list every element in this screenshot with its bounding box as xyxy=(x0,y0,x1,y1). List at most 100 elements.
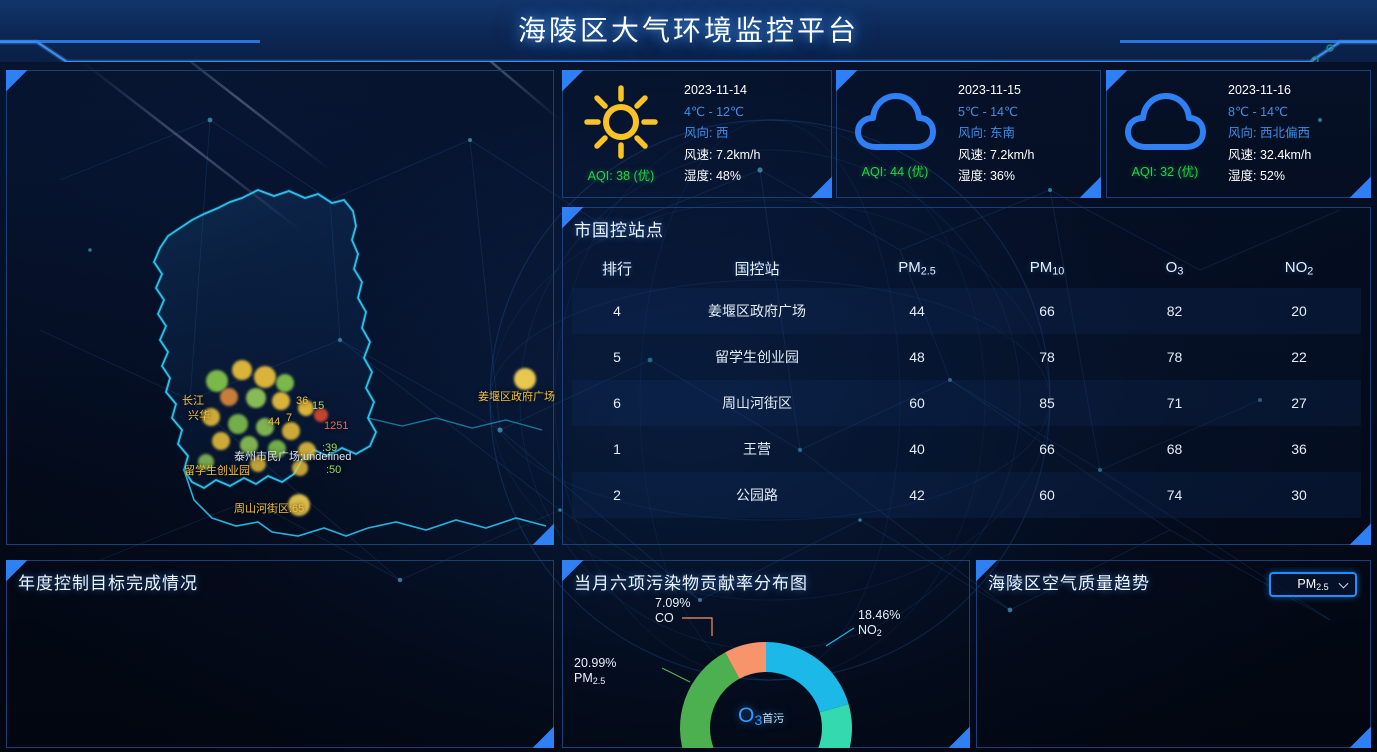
weather-humidity: 湿度: 48% xyxy=(684,169,741,184)
cell-pm25: 48 xyxy=(909,349,925,365)
table-header-pm25: PM2.5 xyxy=(898,259,936,278)
annual-target-panel: 年度控制目标完成情况 xyxy=(6,560,554,748)
sun-icon xyxy=(584,84,658,159)
table-row[interactable]: 2 公园路 42 60 74 30 xyxy=(572,472,1361,518)
page-title: 海陵区大气环境监控平台 xyxy=(517,15,859,46)
donut-slice-co[interactable] xyxy=(725,642,766,679)
map-label-taizhou: 泰州市民广场:undefined xyxy=(234,451,352,463)
weather-aqi: AQI: 38 (优) xyxy=(587,168,655,183)
region-map-outline xyxy=(151,187,547,537)
cell-o3: 68 xyxy=(1166,441,1183,457)
table-row[interactable]: 6 周山河街区 60 85 71 27 xyxy=(572,380,1361,426)
weather-card-2[interactable]: AQI: 32 (优) 2023-11-16 8℃ - 14℃ 风向: 西北偏西… xyxy=(1106,70,1371,198)
map-label: :39 xyxy=(322,442,338,454)
cell-pm25: 60 xyxy=(909,395,925,411)
cell-pm10: 66 xyxy=(1039,303,1055,319)
cell-station: 留学生创业园 xyxy=(715,349,799,365)
map-label-zhoushanhe: 周山河街区:65 xyxy=(234,503,305,515)
donut-slice-o3[interactable] xyxy=(686,704,852,752)
map-label: 15 xyxy=(312,400,325,412)
table-header-row: 排行 国控站 PM2.5 PM10 O3 NO2 xyxy=(572,249,1361,288)
weather-humidity: 湿度: 36% xyxy=(958,169,1015,184)
cell-o3: 82 xyxy=(1166,303,1183,319)
table-header-rank: 排行 xyxy=(601,261,632,278)
donut-leader-line xyxy=(682,617,713,636)
donut-label-co: 7.09% CO xyxy=(655,596,691,625)
weather-wind-speed: 风速: 7.2km/h xyxy=(958,147,1035,162)
table-header-pm10: PM10 xyxy=(1029,259,1065,278)
cell-pm10: 85 xyxy=(1039,395,1055,411)
cell-o3: 74 xyxy=(1166,487,1183,503)
map-label-liuxuesheng: 留学生创业园 xyxy=(184,465,250,477)
station-table: 排行 国控站 PM2.5 PM10 O3 NO2 4 姜堰区政府广场 44 66 82 2… xyxy=(572,249,1361,518)
map-panel[interactable]: 长江 兴华 姜堰区政府广场 泰州市民广场:undefined 留学生创业园 周山… xyxy=(6,70,555,545)
table-row[interactable]: 5 留学生创业园 48 78 78 22 xyxy=(572,334,1361,380)
table-panel-title: 市国控站点 xyxy=(574,221,664,240)
header-banner xyxy=(0,0,1377,62)
cell-rank: 6 xyxy=(613,395,621,411)
table-row[interactable]: 1 王营 40 66 68 36 xyxy=(572,426,1361,472)
annual-panel-title: 年度控制目标完成情况 xyxy=(18,574,198,593)
weather-date: 2023-11-15 xyxy=(958,83,1022,98)
map-label: 44 xyxy=(268,416,281,428)
cell-no2: 30 xyxy=(1291,487,1307,503)
table-row[interactable]: 4 姜堰区政府广场 44 66 82 20 xyxy=(572,288,1361,334)
cell-o3: 71 xyxy=(1166,395,1183,411)
cell-rank: 2 xyxy=(613,487,621,503)
donut-center-label: O3首污 xyxy=(738,704,785,729)
map-label: 长江 xyxy=(182,395,204,407)
map-label: 36 xyxy=(296,395,309,407)
cell-pm25: 42 xyxy=(909,487,925,503)
weather-wind-direction: 风向: 东南 xyxy=(958,126,1015,141)
chevron-down-icon xyxy=(1338,578,1349,589)
cell-no2: 27 xyxy=(1291,395,1307,411)
table-header-o3: O3 xyxy=(1165,259,1184,278)
cell-pm25: 44 xyxy=(909,303,925,319)
cell-station: 王营 xyxy=(743,441,771,457)
cell-station: 公园路 xyxy=(736,487,778,503)
weather-card-0[interactable]: AQI: 38 (优) 2023-11-14 4℃ - 12℃ 风向: 西 风速… xyxy=(562,70,832,198)
cell-no2: 22 xyxy=(1291,349,1307,365)
donut-slice-pm25[interactable] xyxy=(680,652,740,752)
weather-card-1[interactable]: AQI: 44 (优) 2023-11-15 5℃ - 14℃ 风向: 东南 风… xyxy=(836,70,1101,198)
app-header: 海陵区大气环境监控平台 xyxy=(0,0,1377,62)
cell-no2: 20 xyxy=(1291,303,1307,319)
cell-rank: 4 xyxy=(613,303,621,319)
corner-accent-bottom-right xyxy=(532,726,554,748)
weather-date: 2023-11-14 xyxy=(684,83,748,98)
cell-station: 姜堰区政府广场 xyxy=(708,303,806,319)
weather-temperature: 5℃ - 14℃ xyxy=(958,104,1019,119)
weather-temperature: 4℃ - 12℃ xyxy=(684,104,745,119)
donut-chart-svg[interactable] xyxy=(562,596,970,752)
map-label: 7 xyxy=(286,412,293,424)
pollutant-donut-panel: 当月六项污染物贡献率分布图 7.09% CO 18.46% NO2 20.99% PM… xyxy=(562,560,970,752)
donut-label-no2: 18.46% NO2 xyxy=(858,608,901,638)
weather-wind-direction: 风向: 西 xyxy=(684,126,729,141)
weather-date: 2023-11-16 xyxy=(1228,83,1292,98)
donut-leader-line xyxy=(825,627,855,647)
donut-slice-no2[interactable] xyxy=(766,642,849,713)
weather-wind-speed: 风速: 7.2km/h xyxy=(684,147,761,162)
weather-wind-speed: 风速: 32.4km/h xyxy=(1228,147,1312,162)
header-border-decoration xyxy=(0,39,1377,62)
donut-label-pm25: 20.99% PM2.5 xyxy=(574,656,617,686)
pollutant-select[interactable]: PM2.5 xyxy=(1269,572,1357,597)
map-label: 1251 xyxy=(324,420,349,432)
table-header-station: 国控站 xyxy=(734,261,780,278)
cloud-icon xyxy=(1125,92,1206,150)
weather-aqi: AQI: 44 (优) xyxy=(861,164,929,179)
corner-accent-bottom-right xyxy=(1349,523,1371,545)
cell-rank: 1 xyxy=(613,441,621,457)
cell-o3: 78 xyxy=(1166,349,1183,365)
map-label-jiangyan: 姜堰区政府广场 xyxy=(478,391,555,403)
map-label: 兴华 xyxy=(188,410,210,422)
donut-chart[interactable]: 7.09% CO 18.46% NO2 20.99% PM2.5 O3首污 xyxy=(562,596,970,752)
table-body: 4 姜堰区政府广场 44 66 82 20 5 留学生创业园 48 78 78 22 6 周山河街区 60 8… xyxy=(572,288,1361,518)
cell-rank: 5 xyxy=(613,349,621,365)
cell-station: 周山河街区 xyxy=(722,395,792,411)
cell-no2: 36 xyxy=(1291,441,1307,457)
cell-pm10: 60 xyxy=(1039,487,1055,503)
station-table-panel: 市国控站点 排行 国控站 PM2.5 PM10 O3 NO2 4 姜堰区政府广场 4… xyxy=(562,207,1371,545)
cloud-icon xyxy=(855,92,936,150)
